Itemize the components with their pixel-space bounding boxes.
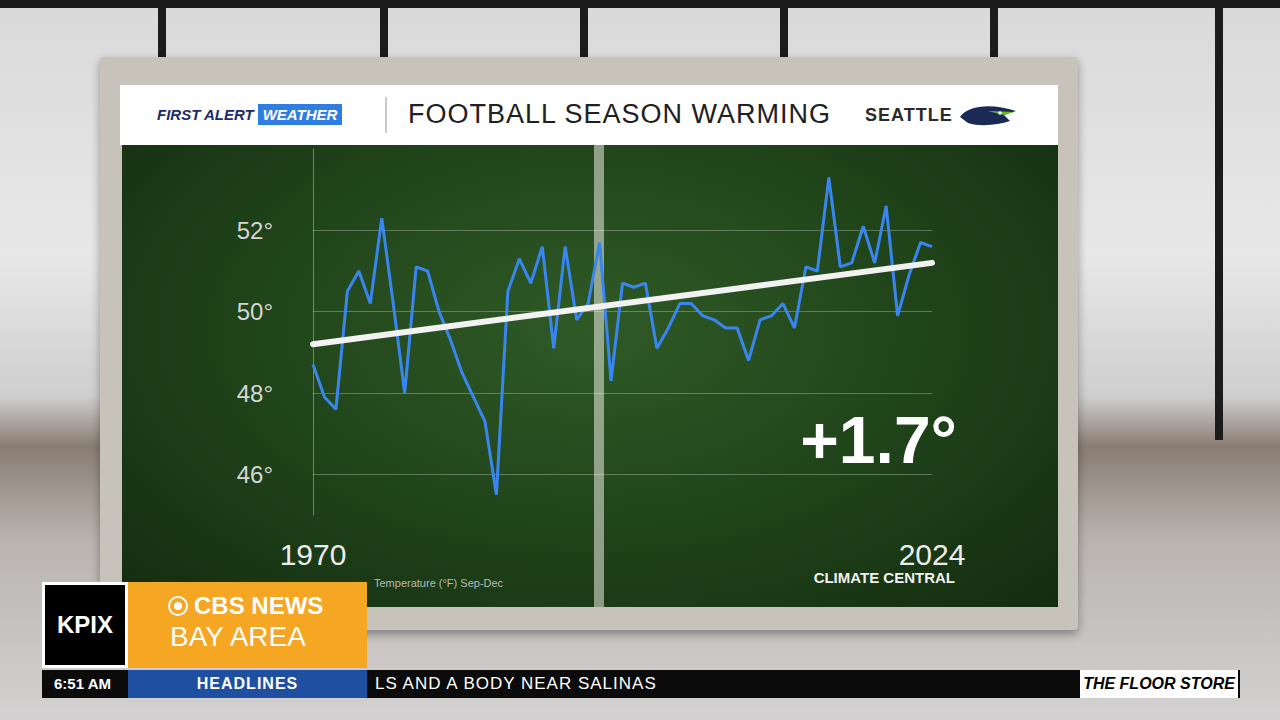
svg-text:CLIMATE CENTRAL: CLIMATE CENTRAL bbox=[814, 569, 955, 586]
html-text:THE FLOOR STORE: THE FLOOR STORE bbox=[1083, 675, 1235, 692]
svg-text:46°: 46° bbox=[237, 461, 273, 488]
svg-text:1970: 1970 bbox=[280, 538, 347, 571]
svg-text:50°: 50° bbox=[237, 298, 273, 325]
html-text:CBS NEWS: CBS NEWS bbox=[194, 592, 324, 619]
svg-text:52°: 52° bbox=[237, 217, 273, 244]
html-text:HEADLINES: HEADLINES bbox=[196, 675, 299, 692]
html-text:WEATHER: WEATHER bbox=[262, 105, 338, 123]
html-text:SEATTLE: SEATTLE bbox=[865, 105, 953, 125]
html-text:FIRST ALERT: FIRST ALERT bbox=[157, 105, 254, 123]
svg-text:2024: 2024 bbox=[899, 538, 966, 571]
svg-text:48°: 48° bbox=[237, 380, 273, 407]
svg-text:+1.7°: +1.7° bbox=[800, 403, 957, 477]
html-text:FOOTBALL SEASON WARMING: FOOTBALL SEASON WARMING bbox=[408, 99, 832, 129]
html-text:LS AND A BODY NEAR SALINAS: LS AND A BODY NEAR SALINAS bbox=[375, 674, 657, 693]
html-text:KPIX: KPIX bbox=[57, 611, 113, 638]
html-text:BAY AREA: BAY AREA bbox=[170, 621, 306, 652]
html-text:6:51 AM: 6:51 AM bbox=[54, 675, 111, 692]
svg-text:Temperature (°F) Sep-Dec: Temperature (°F) Sep-Dec bbox=[374, 577, 504, 589]
